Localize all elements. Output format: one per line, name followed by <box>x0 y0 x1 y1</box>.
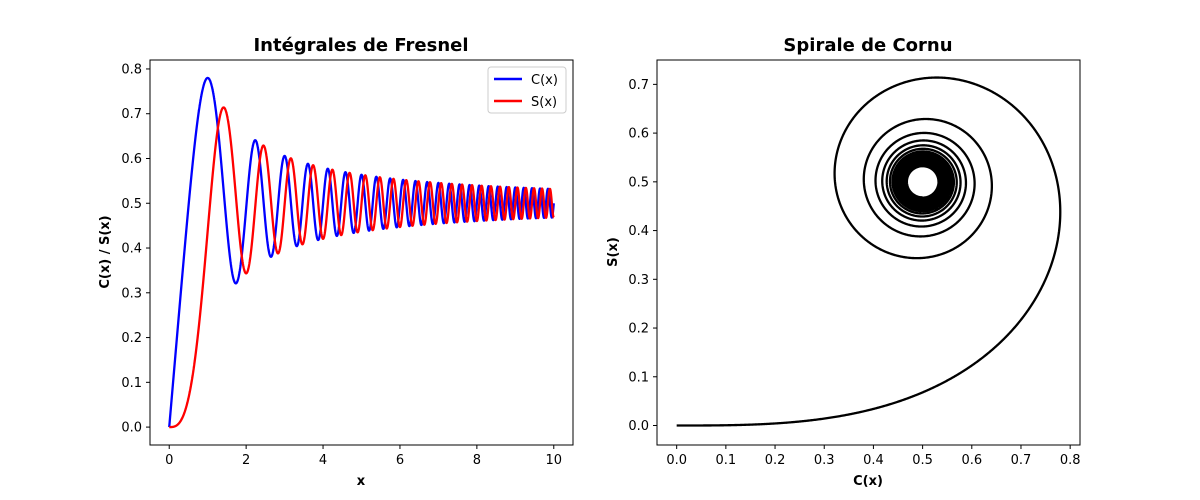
cornu-chart: Spirale de Cornu 0.0 0.1 0.2 0.3 0.4 0.5 0.6 0.… <box>606 35 1081 489</box>
fresnel-chart-title: Intégrales de Fresnel <box>253 35 468 56</box>
x-tick-label: 2 <box>242 453 250 468</box>
cornu-chart-title: Spirale de Cornu <box>783 35 952 56</box>
series-line-c <box>168 76 555 428</box>
y-tick-label: 0.0 <box>121 421 142 436</box>
legend-label-c: C(x) <box>531 73 558 88</box>
x-tick-label: 0 <box>165 453 173 468</box>
y-tick-label: 0.7 <box>121 107 142 122</box>
y-tick-label: 0.7 <box>628 78 649 93</box>
fresnel-y-ticks: 0.0 0.1 0.2 0.3 0.4 0.5 0.6 0.7 0.8 <box>121 62 150 436</box>
legend: C(x) S(x) <box>487 66 567 114</box>
x-tick-label: 0.6 <box>961 453 982 468</box>
x-tick-label: 0.8 <box>1060 453 1081 468</box>
x-tick-label: 0.3 <box>814 453 835 468</box>
y-tick-label: 0.6 <box>121 152 142 167</box>
cornu-plot-frame <box>656 59 1081 446</box>
y-tick-label: 0.4 <box>628 224 649 239</box>
cornu-curves <box>676 76 1062 427</box>
x-tick-label: 0.0 <box>666 453 687 468</box>
fresnel-y-axis-label: C(x) / S(x) <box>98 215 113 288</box>
cornu-y-ticks: 0.0 0.1 0.2 0.3 0.4 0.5 0.6 0.7 <box>628 78 657 434</box>
x-tick-label: 0.1 <box>716 453 737 468</box>
x-tick-label: 0.7 <box>1011 453 1032 468</box>
x-tick-label: 4 <box>319 453 327 468</box>
cornu-x-ticks: 0.0 0.1 0.2 0.3 0.4 0.5 0.6 0.7 0.8 <box>666 445 1081 468</box>
x-tick-label: 8 <box>473 453 481 468</box>
y-tick-label: 0.2 <box>628 322 649 337</box>
series-line-s <box>168 106 555 429</box>
fresnel-plot-frame <box>149 59 574 446</box>
y-tick-label: 0.8 <box>121 62 142 77</box>
y-tick-label: 0.4 <box>121 242 142 257</box>
legend-label-s: S(x) <box>531 95 557 110</box>
fresnel-chart: Intégrales de Fresnel 0 2 4 6 8 10 0.00.10.20… <box>98 35 574 489</box>
cornu-y-axis-label: S(x) <box>606 237 621 267</box>
x-tick-label: 10 <box>545 453 562 468</box>
y-tick-label: 0.5 <box>628 175 649 190</box>
y-tick-label: 0.1 <box>121 376 142 391</box>
x-tick-label: 0.2 <box>765 453 786 468</box>
x-tick-label: 0.4 <box>863 453 884 468</box>
fresnel-curves <box>168 76 555 429</box>
y-tick-label: 0.1 <box>628 370 649 385</box>
fresnel-x-ticks: 0 2 4 6 8 10 <box>165 445 562 468</box>
y-tick-label: 0.2 <box>121 331 142 346</box>
y-tick-label: 0.5 <box>121 197 142 212</box>
cornu-x-axis-label: C(x) <box>853 474 883 489</box>
spiral-line <box>676 76 1062 427</box>
y-tick-label: 0.3 <box>121 286 142 301</box>
fresnel-x-axis-label: x <box>357 474 366 489</box>
y-tick-label: 0.6 <box>628 127 649 142</box>
x-tick-label: 0.5 <box>912 453 933 468</box>
x-tick-label: 6 <box>396 453 404 468</box>
y-tick-label: 0.3 <box>628 273 649 288</box>
y-tick-label: 0.0 <box>628 419 649 434</box>
